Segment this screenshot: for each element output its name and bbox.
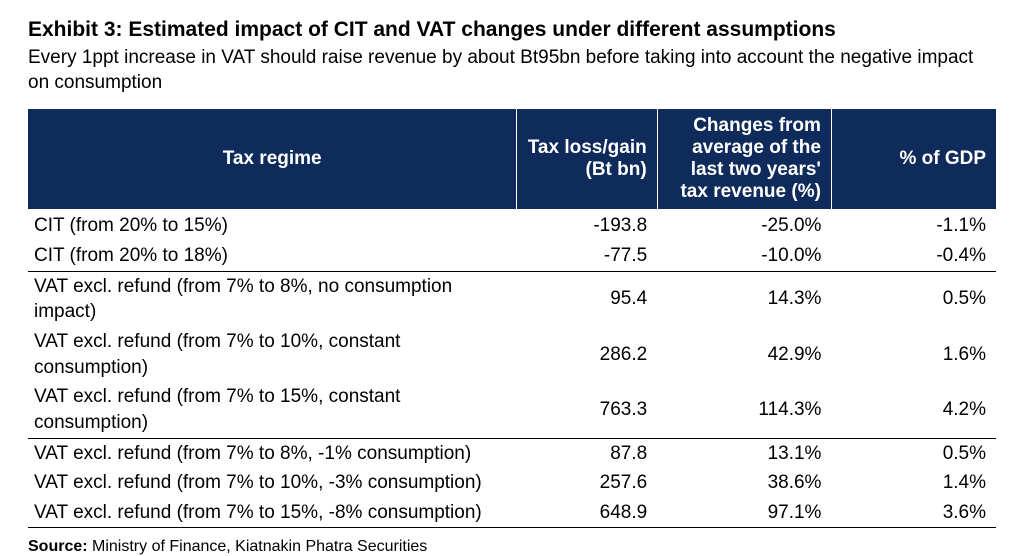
cell-change: -25.0% bbox=[657, 209, 831, 241]
cell-lossgain: 763.3 bbox=[517, 382, 657, 438]
cell-regime: VAT excl. refund (from 7% to 8%, no cons… bbox=[28, 271, 517, 327]
cell-lossgain: 95.4 bbox=[517, 271, 657, 327]
table-row: VAT excl. refund (from 7% to 10%, -3% co… bbox=[28, 468, 996, 498]
cell-lossgain: 87.8 bbox=[517, 438, 657, 468]
cell-change: 42.9% bbox=[657, 327, 831, 382]
cell-change: 97.1% bbox=[657, 498, 831, 528]
table-header-row: Tax regime Tax loss/gain (Bt bn) Changes… bbox=[28, 109, 996, 209]
table-row: VAT excl. refund (from 7% to 15%, consta… bbox=[28, 382, 996, 438]
cell-lossgain: 286.2 bbox=[517, 327, 657, 382]
cell-change: 13.1% bbox=[657, 438, 831, 468]
cell-gdp: 0.5% bbox=[831, 438, 996, 468]
col-header-regime: Tax regime bbox=[28, 109, 517, 209]
table-row: VAT excl. refund (from 7% to 8%, no cons… bbox=[28, 271, 996, 327]
cell-regime: CIT (from 20% to 15%) bbox=[28, 209, 517, 241]
cell-gdp: -1.1% bbox=[831, 209, 996, 241]
exhibit-subtitle: Every 1ppt increase in VAT should raise … bbox=[28, 46, 996, 95]
impact-table: Tax regime Tax loss/gain (Bt bn) Changes… bbox=[28, 109, 996, 528]
table-row: CIT (from 20% to 15%) -193.8 -25.0% -1.1… bbox=[28, 209, 996, 241]
cell-regime: VAT excl. refund (from 7% to 15%, -8% co… bbox=[28, 498, 517, 528]
cell-lossgain: 648.9 bbox=[517, 498, 657, 528]
cell-change: 14.3% bbox=[657, 271, 831, 327]
table-body: CIT (from 20% to 15%) -193.8 -25.0% -1.1… bbox=[28, 209, 996, 528]
cell-gdp: 4.2% bbox=[831, 382, 996, 438]
cell-regime: CIT (from 20% to 18%) bbox=[28, 241, 517, 271]
source-line: Source: Ministry of Finance, Kiatnakin P… bbox=[28, 534, 996, 556]
table-row: VAT excl. refund (from 7% to 10%, consta… bbox=[28, 327, 996, 382]
cell-lossgain: -77.5 bbox=[517, 241, 657, 271]
cell-regime: VAT excl. refund (from 7% to 8%, -1% con… bbox=[28, 438, 517, 468]
cell-gdp: 1.4% bbox=[831, 468, 996, 498]
col-header-gdp: % of GDP bbox=[831, 109, 996, 209]
cell-gdp: -0.4% bbox=[831, 241, 996, 271]
cell-gdp: 0.5% bbox=[831, 271, 996, 327]
cell-lossgain: -193.8 bbox=[517, 209, 657, 241]
cell-regime: VAT excl. refund (from 7% to 15%, consta… bbox=[28, 382, 517, 438]
table-row: VAT excl. refund (from 7% to 8%, -1% con… bbox=[28, 438, 996, 468]
exhibit-title: Exhibit 3: Estimated impact of CIT and V… bbox=[28, 18, 996, 42]
cell-regime: VAT excl. refund (from 7% to 10%, consta… bbox=[28, 327, 517, 382]
source-text: Ministry of Finance, Kiatnakin Phatra Se… bbox=[88, 538, 428, 555]
cell-lossgain: 257.6 bbox=[517, 468, 657, 498]
cell-gdp: 1.6% bbox=[831, 327, 996, 382]
table-row: CIT (from 20% to 18%) -77.5 -10.0% -0.4% bbox=[28, 241, 996, 271]
source-label: Source: bbox=[28, 538, 88, 555]
cell-change: 114.3% bbox=[657, 382, 831, 438]
cell-gdp: 3.6% bbox=[831, 498, 996, 528]
table-row: VAT excl. refund (from 7% to 15%, -8% co… bbox=[28, 498, 996, 528]
cell-change: -10.0% bbox=[657, 241, 831, 271]
cell-regime: VAT excl. refund (from 7% to 10%, -3% co… bbox=[28, 468, 517, 498]
col-header-lossgain: Tax loss/gain (Bt bn) bbox=[517, 109, 657, 209]
col-header-change: Changes from average of the last two yea… bbox=[657, 109, 831, 209]
cell-change: 38.6% bbox=[657, 468, 831, 498]
